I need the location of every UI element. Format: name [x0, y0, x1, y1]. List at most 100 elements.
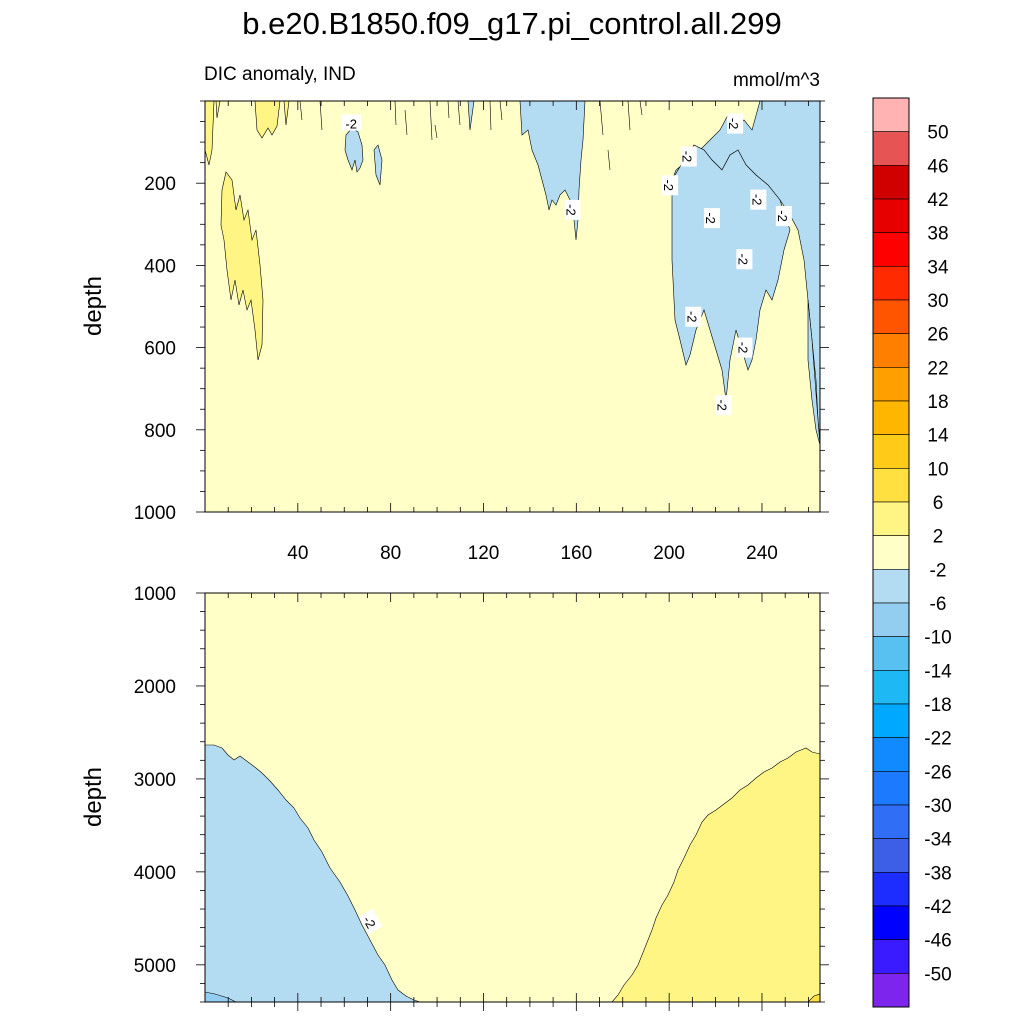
colorbar-swatch	[872, 535, 910, 570]
colorbar-label: 26	[927, 325, 948, 346]
colorbar-swatch	[872, 468, 910, 503]
contour-label: -2	[735, 249, 753, 270]
colorbar-label: -42	[924, 897, 951, 918]
contour-label: -2	[661, 175, 679, 196]
contour-label: -2	[564, 199, 581, 220]
colorbar-label: -34	[924, 830, 952, 851]
lower-y-axis-label: depth	[80, 767, 107, 827]
colorbar-swatch	[872, 198, 910, 233]
y-tick-label: 800	[144, 421, 176, 442]
colorbar-label: -30	[924, 796, 951, 817]
upper-positive-region	[215, 101, 221, 119]
contour-label: -2	[749, 189, 767, 210]
lower-positive-region	[807, 993, 820, 1002]
colorbar-label: -38	[924, 863, 951, 884]
x-tick-label: 240	[746, 543, 778, 564]
upper-y-axis-label: depth	[80, 276, 107, 336]
colorbar-label: 10	[927, 459, 948, 480]
units-label: mmol/m^3	[733, 70, 820, 91]
contour-label: -2	[703, 208, 720, 229]
svg-text:-2: -2	[735, 253, 750, 265]
colorbar-label: 50	[927, 123, 948, 144]
colorbar-label: -22	[924, 729, 951, 750]
y-tick-label: 4000	[134, 863, 176, 884]
upper-positive-region	[254, 101, 281, 139]
colorbar-label: -2	[930, 560, 947, 581]
colorbar-swatch	[872, 939, 910, 974]
colorbar-label: -6	[930, 594, 947, 615]
colorbar-label: -46	[924, 931, 951, 952]
colorbar-frame	[872, 97, 910, 1008]
subtitle-left: DIC anomaly, IND	[204, 64, 356, 85]
contour-label: -2	[684, 306, 702, 327]
colorbar-label: 2	[933, 527, 944, 548]
y-tick-label: 3000	[134, 770, 176, 791]
y-tick-label: 1000	[134, 503, 176, 524]
lower-panel: 1000 2000 3000 4000 5000 -2 depth	[80, 584, 829, 1011]
upper-positive-region	[220, 171, 264, 361]
contour-label: -2	[775, 206, 792, 227]
colorbar-swatch	[872, 973, 910, 1008]
y-tick-label: 200	[144, 174, 176, 195]
colorbar-swatch	[872, 804, 910, 839]
y-tick-label: 600	[144, 339, 176, 360]
colorbar-swatch	[872, 434, 910, 469]
lower-contour-labels: -2	[358, 908, 383, 935]
svg-text:-2: -2	[749, 194, 764, 206]
contour-label: -2	[358, 908, 383, 935]
upper-negative-region	[519, 101, 586, 241]
colorbar	[872, 97, 910, 1008]
svg-text:-2: -2	[775, 210, 790, 222]
colorbar-swatch	[872, 165, 910, 200]
svg-text:-2: -2	[345, 117, 357, 132]
colorbar-label: 30	[927, 291, 948, 312]
colorbar-label: -14	[924, 661, 952, 682]
colorbar-swatch	[872, 131, 910, 166]
x-tick-label: 200	[653, 543, 685, 564]
upper-plot-area	[205, 101, 820, 512]
colorbar-label: 18	[927, 392, 948, 413]
colorbar-swatch	[872, 636, 910, 671]
colorbar-swatch	[872, 737, 910, 772]
colorbar-swatch	[872, 266, 910, 301]
colorbar-swatch	[872, 838, 910, 873]
contour-label: -2	[726, 113, 744, 134]
colorbar-swatch	[872, 333, 910, 368]
colorbar-label: -50	[924, 964, 951, 985]
colorbar-swatch	[872, 602, 910, 637]
colorbar-swatch	[872, 367, 910, 402]
x-tick-label: 120	[468, 543, 500, 564]
colorbar-swatch	[872, 670, 910, 705]
colorbar-label: 46	[927, 156, 948, 177]
colorbar-label: 22	[927, 358, 948, 379]
upper-negative-region	[344, 127, 364, 173]
colorbar-swatch	[872, 299, 910, 334]
colorbar-swatch	[872, 97, 910, 132]
upper-positive-region	[205, 101, 215, 166]
svg-text:-2: -2	[735, 342, 750, 354]
y-tick-label: 5000	[134, 956, 176, 977]
lower-y-tick-labels: 1000 2000 3000 4000 5000	[134, 584, 176, 977]
colorbar-swatch	[872, 232, 910, 267]
lower-axis-ticks	[196, 592, 829, 1011]
colorbar-swatch	[872, 501, 910, 536]
colorbar-label: -26	[924, 762, 951, 783]
contour-label: -2	[341, 114, 362, 132]
colorbar-swatch	[872, 872, 910, 907]
upper-negative-region	[467, 101, 475, 131]
colorbar-label: 38	[927, 224, 948, 245]
y-tick-label: 400	[144, 256, 176, 277]
upper-contour-labels: -2 -2 -2 -2 -2 -2 -2 -2 -2 -2 -2 -2	[341, 113, 792, 416]
x-tick-label: 40	[287, 543, 308, 564]
svg-text:-2: -2	[684, 311, 699, 323]
contour-label: -2	[680, 146, 697, 167]
upper-axis-ticks	[196, 100, 829, 513]
upper-x-tick-labels: 40 80 120 160 200 240	[287, 543, 778, 564]
upper-positive-region	[283, 101, 290, 126]
colorbar-swatch	[872, 569, 910, 604]
svg-text:-2: -2	[564, 204, 579, 216]
colorbar-swatch	[872, 703, 910, 738]
x-tick-label: 160	[560, 543, 592, 564]
contour-label: -2	[715, 395, 732, 416]
